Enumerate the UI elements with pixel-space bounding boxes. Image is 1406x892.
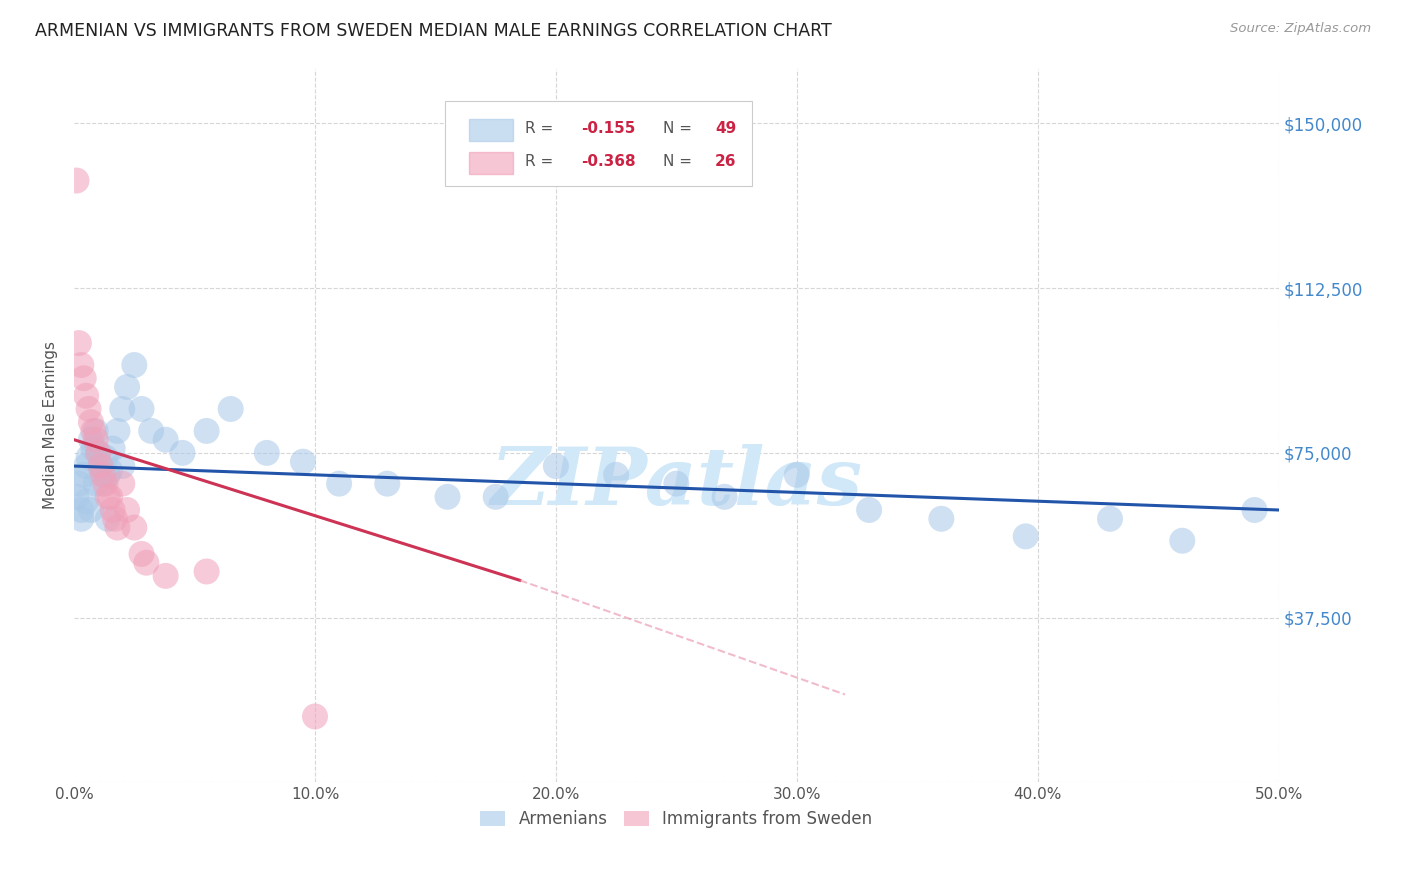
Point [858,503,880,517]
Point [80,503,103,517]
Point [115,380,138,394]
Point [111,476,134,491]
Text: 49: 49 [714,121,737,136]
Point [98,463,121,477]
Text: ARMENIAN VS IMMIGRANTS FROM SWEDEN MEDIAN MALE EARNINGS CORRELATION CHART: ARMENIAN VS IMMIGRANTS FROM SWEDEN MEDIA… [35,22,832,40]
Point [87,446,110,460]
Point [75,458,97,473]
Point [107,520,129,534]
Point [131,401,153,416]
Point [70,512,93,526]
Point [786,467,808,482]
Text: R =: R = [524,121,558,136]
Point [91,467,114,482]
Point [67,336,90,351]
Point [124,358,146,372]
Point [77,401,100,416]
Point [115,503,138,517]
Point [135,556,157,570]
Text: R =: R = [524,153,558,169]
Point [605,467,627,482]
Text: N =: N = [664,153,697,169]
Point [195,565,218,579]
Point [172,446,194,460]
Point [70,503,93,517]
Point [101,442,124,456]
Point [219,401,242,416]
Point [304,709,326,723]
Point [101,503,124,517]
Point [75,494,97,508]
Point [73,371,96,385]
Point [82,424,104,438]
Point [328,476,350,491]
FancyBboxPatch shape [470,119,513,141]
Point [70,358,93,372]
Point [111,458,134,473]
Text: ZIPatlas: ZIPatlas [491,444,862,521]
Point [94,476,117,491]
Point [80,433,103,447]
Point [665,476,688,491]
Point [291,455,314,469]
Text: 26: 26 [714,153,737,169]
Point [124,520,146,534]
Point [94,450,117,465]
Point [141,424,163,438]
FancyBboxPatch shape [470,152,513,174]
Point [84,433,107,447]
Point [91,476,114,491]
Point [75,389,97,403]
Point [256,446,278,460]
Point [73,467,96,482]
Point [155,433,177,447]
Point [713,490,735,504]
Legend: Armenians, Immigrants from Sweden: Armenians, Immigrants from Sweden [474,804,879,835]
Point [98,490,121,504]
Point [1098,512,1121,526]
Point [1171,533,1194,548]
Point [544,458,567,473]
Text: Source: ZipAtlas.com: Source: ZipAtlas.com [1230,22,1371,36]
Point [104,512,127,526]
Point [97,490,120,504]
Point [90,458,112,473]
Point [84,476,107,491]
Point [107,424,129,438]
Point [1015,529,1038,543]
Point [90,458,112,473]
Point [97,467,120,482]
Point [82,442,104,456]
Point [65,490,87,504]
Point [111,401,134,416]
Y-axis label: Median Male Earnings: Median Male Earnings [44,342,58,509]
Text: N =: N = [664,121,697,136]
Point [375,476,398,491]
Point [80,415,103,429]
FancyBboxPatch shape [446,101,752,186]
Point [87,446,110,460]
Text: -0.155: -0.155 [581,121,636,136]
Text: -0.368: -0.368 [581,153,636,169]
Point [84,424,107,438]
Point [485,490,508,504]
Point [67,476,90,491]
Point [931,512,953,526]
Point [436,490,458,504]
Point [77,450,100,465]
Point [65,173,87,187]
Point [155,569,177,583]
Point [1243,503,1265,517]
Point [131,547,153,561]
Point [195,424,218,438]
Point [97,512,120,526]
